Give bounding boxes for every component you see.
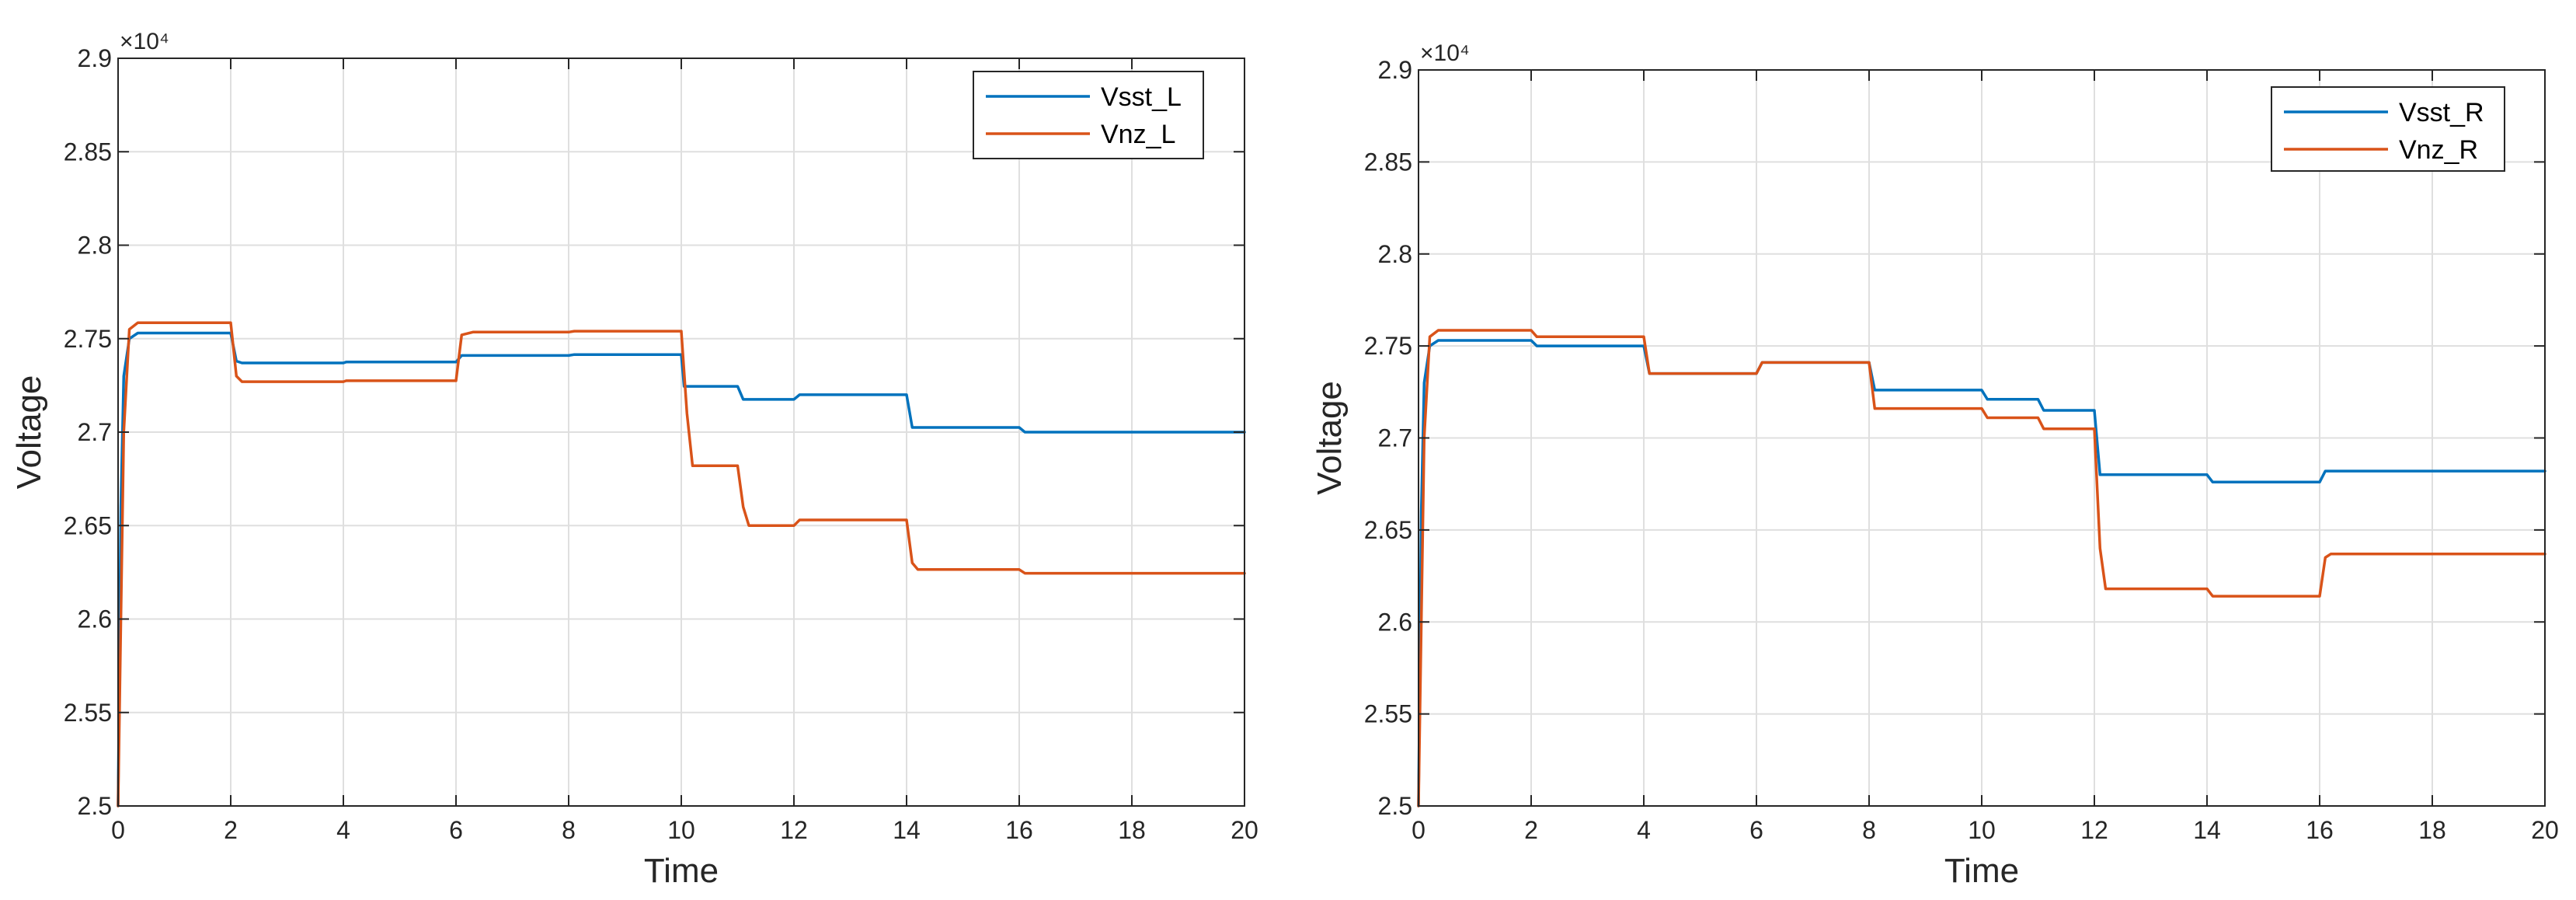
x-tick-label: 20 (1231, 816, 1258, 844)
y-tick-label: 2.65 (1364, 516, 1412, 544)
x-tick-label: 16 (1005, 816, 1033, 844)
y-tick-label: 2.8 (1378, 240, 1412, 268)
y-tick-label: 2.55 (64, 699, 112, 727)
series-line-vnz-r (1417, 329, 2546, 808)
x-tick-label: 6 (449, 816, 463, 844)
y-tick-label: 2.7 (78, 418, 112, 446)
chart-right: 0 2 4 6 8 10 12 14 16 18 20 2.5 2.55 2.6 2.65 2.7 2.75 2.… (1311, 40, 2559, 890)
y-tick-label: 2.8 (78, 232, 112, 260)
legend-box (973, 71, 1204, 159)
x-tick-label: 4 (1637, 816, 1651, 844)
x-tick-label: 10 (1968, 816, 1996, 844)
legend-label: Vnz_L (1101, 120, 1175, 149)
y-tick-label: 2.6 (78, 605, 112, 633)
x-axis-label: Time (1944, 852, 2019, 890)
series-line-vsst-l (117, 331, 1246, 808)
y-exponent-label: ×10⁴ (120, 29, 169, 54)
x-tick-label: 6 (1749, 816, 1763, 844)
legend-label: Vsst_L (1101, 82, 1182, 112)
y-tick-label: 2.5 (78, 792, 112, 820)
x-tick-label: 16 (2306, 816, 2334, 844)
x-tick-label: 12 (780, 816, 808, 844)
x-axis-label: Time (644, 852, 719, 890)
legend: Vsst_R Vnz_R (2271, 86, 2505, 172)
y-tick-label: 2.75 (1364, 332, 1412, 360)
x-tick-label: 18 (2418, 816, 2446, 844)
legend-box (2271, 86, 2505, 172)
x-tick-label: 20 (2531, 816, 2559, 844)
x-tick-label: 4 (336, 816, 350, 844)
y-tick-label: 2.6 (1378, 608, 1412, 636)
x-tick-label: 2 (224, 816, 238, 844)
x-tick-label: 0 (111, 816, 125, 844)
x-tick-label: 8 (1862, 816, 1876, 844)
y-tick-label: 2.85 (1364, 148, 1412, 176)
y-axis-label: Voltage (10, 375, 48, 490)
legend-label: Vsst_R (2399, 98, 2484, 127)
x-tick-label: 0 (1412, 816, 1426, 844)
chart-left: 0 2 4 6 8 10 12 14 16 18 20 2.5 2.55 2.6 2.65 2.7 2.75 2.… (10, 29, 1258, 890)
legend-label: Vnz_R (2399, 135, 2478, 165)
y-tick-label: 2.85 (64, 138, 112, 166)
x-tick-label: 12 (2080, 816, 2108, 844)
x-tick-label: 2 (1524, 816, 1538, 844)
x-tick-label: 18 (1118, 816, 1146, 844)
legend: Vsst_L Vnz_L (973, 71, 1204, 159)
y-exponent-label: ×10⁴ (1420, 40, 1470, 66)
x-tick-label: 14 (2193, 816, 2221, 844)
y-tick-label: 2.75 (64, 325, 112, 353)
y-tick-label: 2.9 (1378, 56, 1412, 84)
y-tick-label: 2.65 (64, 511, 112, 539)
x-tick-label: 14 (893, 816, 921, 844)
x-tick-label: 8 (562, 816, 576, 844)
y-tick-label: 2.5 (1378, 792, 1412, 820)
y-tick-label: 2.7 (1378, 424, 1412, 452)
y-axis-label: Voltage (1311, 381, 1349, 495)
y-tick-label: 2.55 (1364, 700, 1412, 728)
y-tick-label: 2.9 (78, 44, 112, 72)
series-line-vnz-l (117, 321, 1246, 808)
x-tick-label: 10 (667, 816, 695, 844)
